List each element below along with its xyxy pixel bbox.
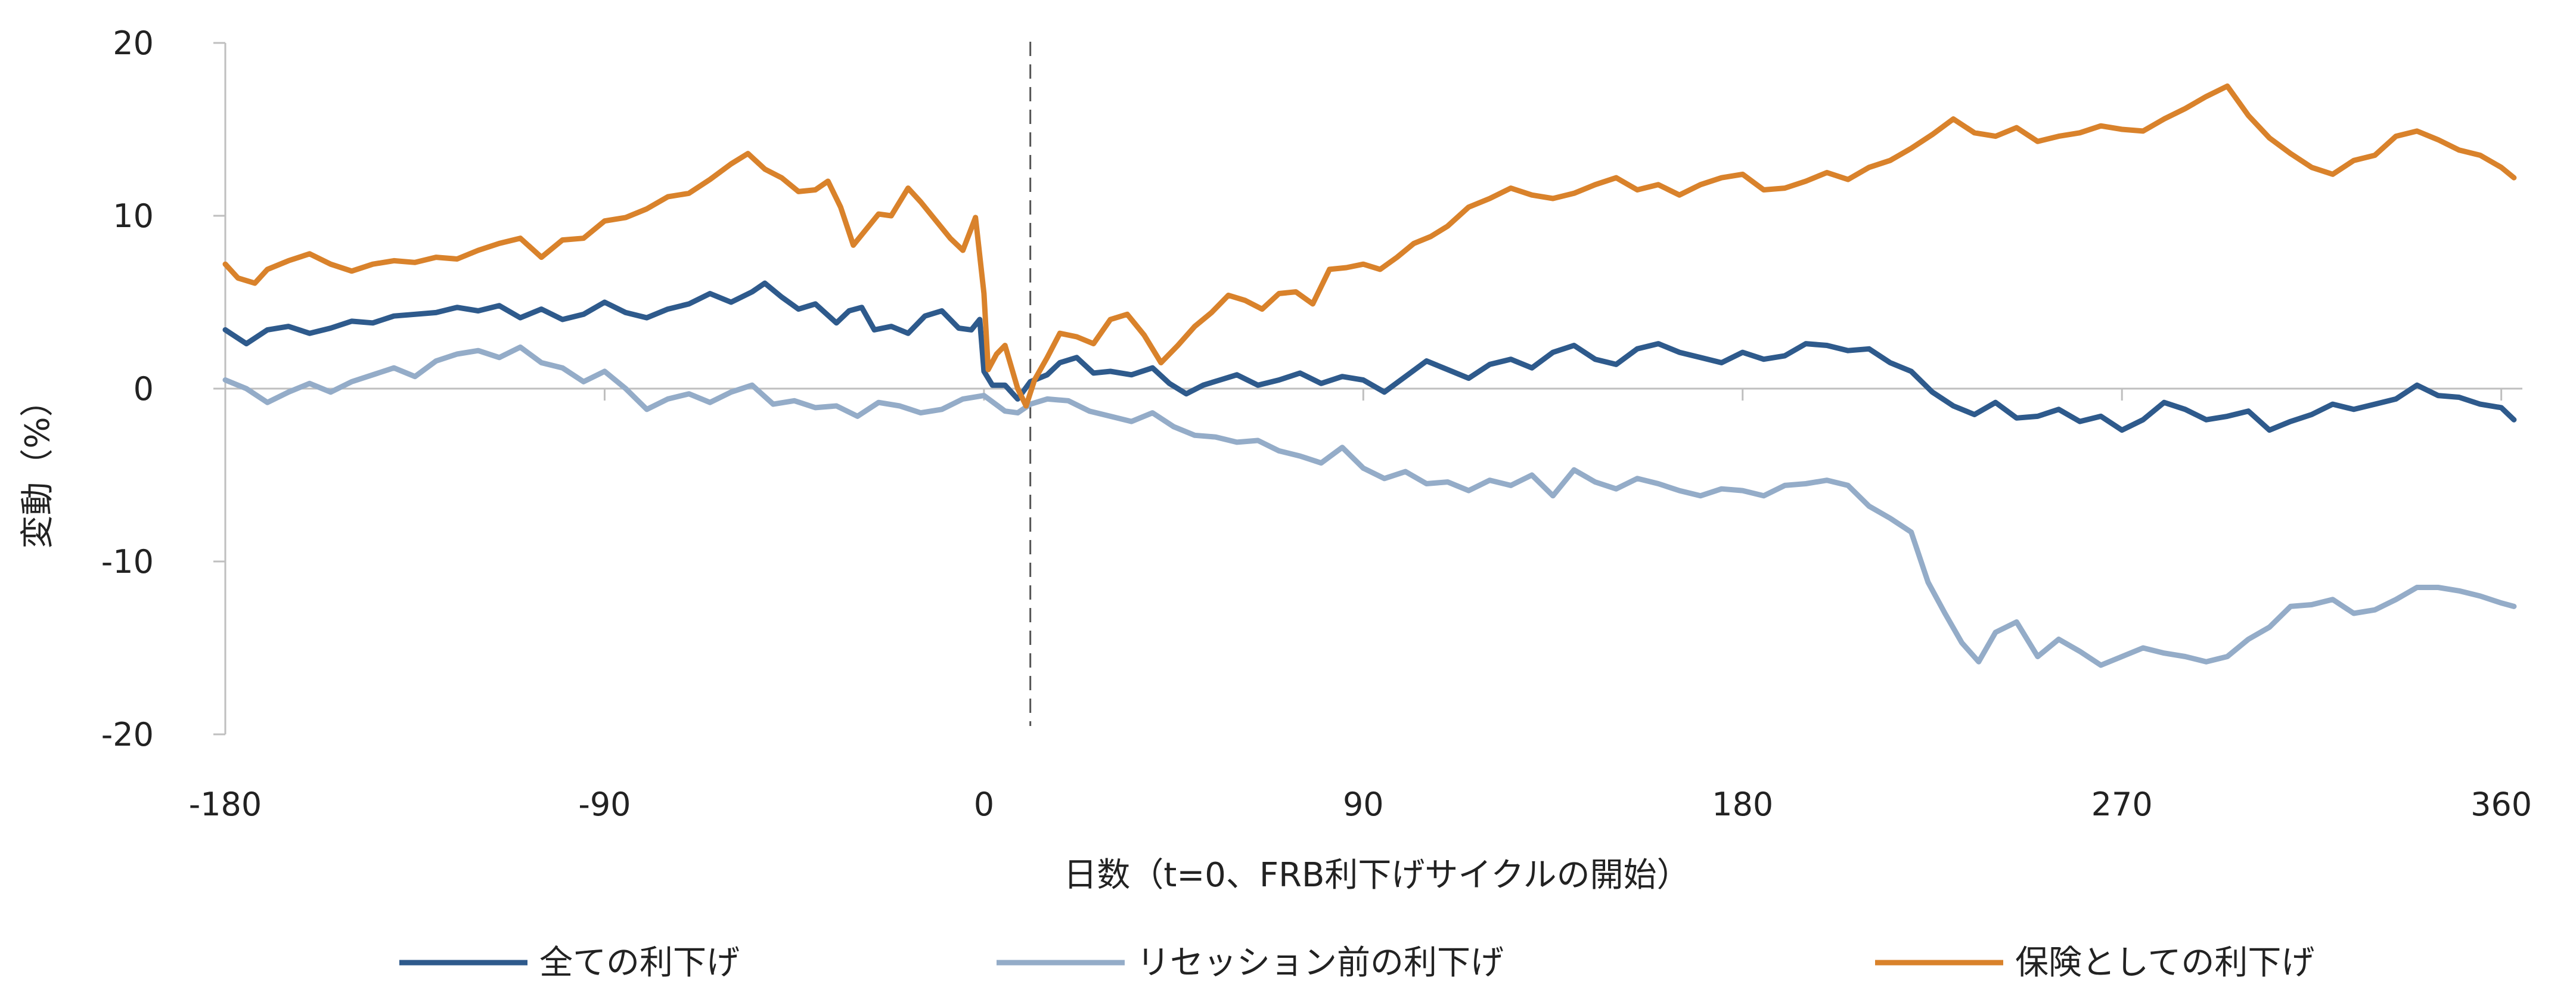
x-tick-label: 90 [1343,786,1384,823]
tick-labels: -20 -10 0 10 20 -180 -90 0 90 180 270 360 [101,24,2532,823]
legend: 全ての利下げ リセッション前の利下げ 保険としての利下げ [399,944,2314,982]
x-tick-label: -180 [189,786,262,823]
y-tick-label: -20 [101,716,154,753]
y-tick-label: 10 [113,197,154,235]
legend-label-3: 保険としての利下げ [2015,944,2314,982]
x-tick-label: 270 [2091,786,2153,823]
y-axis-title: 変動（%） [18,383,57,548]
y-tick-label: 20 [113,24,154,62]
x-tick-label: 360 [2471,786,2532,823]
y-tick-label: 0 [134,370,154,408]
x-tick-label: 0 [974,786,994,823]
x-axis-title: 日数（t=0、FRB利下げサイクルの開始） [1063,856,1690,895]
x-tick-label: -90 [578,786,631,823]
series-line-3 [222,83,2517,409]
legend-label-1: 全ての利下げ [539,944,740,982]
y-tick-label: -10 [101,543,154,581]
series-lines [222,83,2517,668]
legend-label-2: リセッション前の利下げ [1137,944,1504,982]
series-line-1 [222,280,2517,433]
x-tick-label: 180 [1712,786,1773,823]
axes [213,42,2522,736]
series-line-2 [222,344,2517,668]
